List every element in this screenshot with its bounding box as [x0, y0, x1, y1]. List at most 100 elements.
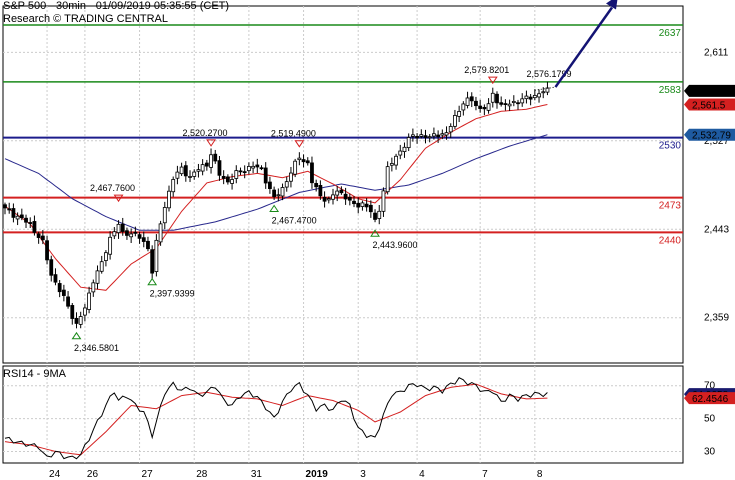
candle-21	[91, 279, 96, 297]
y-tick-2: 2,527	[704, 136, 729, 147]
marker-low-8	[370, 229, 380, 237]
candle-body-41	[175, 171, 180, 179]
candle-body-51	[217, 160, 222, 176]
candle-body-52	[221, 175, 226, 179]
price-tag-2: 2,532.79	[684, 128, 735, 142]
candle-body-102	[432, 133, 436, 137]
candle-body-90	[381, 190, 386, 212]
candle-body-20	[87, 292, 91, 310]
candle-90	[381, 187, 386, 217]
candle-body-44	[188, 176, 192, 178]
candle-0	[3, 202, 7, 215]
candle-body-47	[200, 164, 205, 172]
marker-low-7	[269, 204, 280, 212]
candle-25	[108, 231, 113, 260]
candle-body-66	[280, 187, 285, 197]
candle-1	[7, 202, 12, 214]
candle-84	[356, 197, 361, 214]
candle-body-29	[125, 230, 129, 236]
candle-67	[284, 176, 289, 192]
level-label-2583: 2583	[659, 85, 682, 96]
candle-109	[461, 101, 466, 116]
candle-66	[280, 183, 285, 201]
candle-68	[289, 166, 293, 188]
candle-body-18	[78, 316, 83, 325]
candle-61	[259, 165, 264, 171]
axes: 2,359 2,443 2,527 2,611 30 50 70 24 26 27 28 31 2019…	[49, 47, 729, 480]
candle-12	[53, 268, 58, 286]
rsi-ma-line	[4, 383, 548, 456]
candle-body-125	[528, 96, 533, 100]
candle-18	[78, 311, 83, 329]
candle-body-7	[32, 221, 37, 233]
candle-99	[419, 129, 424, 139]
candle-body-92	[389, 163, 394, 166]
x-tick-24: 24	[49, 469, 61, 480]
candle-body-9	[40, 235, 45, 241]
candle-body-40	[171, 179, 176, 193]
candle-body-10	[45, 240, 49, 261]
candle-body-22	[95, 270, 100, 284]
candle-body-94	[398, 150, 403, 156]
candle-body-55	[234, 170, 239, 179]
candle-54	[230, 173, 234, 190]
candle-104	[440, 129, 445, 140]
candle-31	[133, 226, 138, 237]
candle-body-58	[246, 166, 251, 172]
marker-high-0	[113, 194, 124, 203]
candle-55	[234, 165, 239, 184]
annotation-3: 2,579.8201	[464, 65, 509, 75]
rsi-lines	[4, 377, 548, 460]
candle-body-89	[377, 210, 382, 219]
x-tick-8: 8	[537, 469, 543, 480]
rsi-grid	[2, 365, 684, 464]
candle-81	[343, 187, 348, 205]
y-tick-0: 2,359	[704, 313, 729, 324]
candle-body-57	[242, 171, 247, 174]
level-label-2473: 2473	[659, 201, 682, 212]
candle-23	[99, 255, 104, 274]
candle-body-16	[70, 305, 75, 319]
candle-body-109	[461, 103, 466, 111]
price-tag-1: 2,561.5	[684, 98, 735, 111]
candle-106	[448, 123, 453, 139]
candle-74	[314, 179, 319, 192]
y-tick-1: 2,443	[704, 224, 729, 235]
annotation-8: 2,443.9600	[373, 240, 418, 250]
marker-high-2	[294, 140, 305, 148]
candle-body-8	[36, 233, 41, 238]
candle-body-6	[28, 222, 33, 224]
candle-body-118	[499, 102, 504, 105]
candle-body-74	[314, 183, 319, 188]
price-tag-2-bg	[684, 128, 735, 141]
candle-body-117	[495, 93, 499, 104]
rsi-tag-1-label: 62.4546	[692, 394, 729, 405]
candle-body-114	[482, 106, 487, 110]
candle-body-42	[179, 166, 184, 175]
candle-108	[457, 105, 462, 123]
candle-19	[82, 303, 87, 322]
candle-122	[516, 99, 520, 110]
candle-body-120	[507, 103, 512, 107]
rsi-y-tick-0: 30	[704, 446, 716, 457]
candle-87	[368, 200, 373, 218]
candle-121	[511, 95, 516, 107]
level-label-2637: 2637	[659, 28, 682, 39]
candle-body-105	[444, 132, 449, 136]
candle-body-116	[490, 92, 495, 103]
candle-75	[318, 180, 323, 200]
candle-4	[19, 208, 24, 221]
candle-38	[162, 201, 167, 230]
price-tag-0-bg	[684, 84, 735, 97]
main-panel-frame	[2, 5, 684, 364]
chart-title: S&P 500 - 30min - 01/09/2019 05:35:55 (C…	[3, 0, 230, 12]
rsi-line	[4, 377, 548, 460]
annotation-5: 2,346.5801	[74, 343, 119, 353]
candles	[3, 81, 550, 329]
candle-46	[196, 163, 201, 178]
marker-high-1	[206, 139, 216, 147]
candle-body-119	[503, 103, 508, 105]
candle-body-106	[448, 126, 453, 133]
candle-15	[66, 291, 70, 309]
